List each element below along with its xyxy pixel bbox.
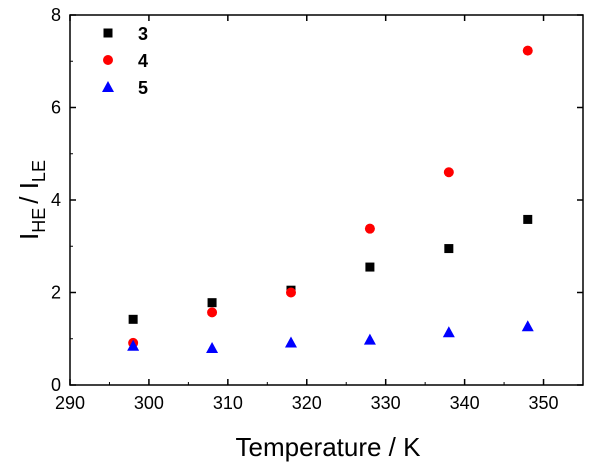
data-point-series-3 xyxy=(128,314,138,324)
data-point-series-4 xyxy=(522,45,533,56)
x-tick-label: 320 xyxy=(292,393,322,413)
y-tick-label: 4 xyxy=(51,190,61,210)
legend: 3 4 5 xyxy=(102,24,148,98)
data-point-series-5 xyxy=(206,342,219,353)
data-point-series-4 xyxy=(285,287,296,298)
data-point-series-4 xyxy=(207,307,218,318)
x-axis-title: Temperature / K xyxy=(236,432,422,462)
legend-marker-4 xyxy=(103,55,113,65)
y-axis-title-part: / I xyxy=(14,182,44,204)
y-axis-title-part: I xyxy=(14,233,44,240)
x-tick-label: 340 xyxy=(450,393,480,413)
y-axis: 0 2 4 6 8 xyxy=(51,5,583,395)
y-axis-title-subscript: LE xyxy=(29,160,49,182)
y-tick-label: 0 xyxy=(51,375,61,395)
legend-marker-3 xyxy=(103,28,113,38)
data-point-series-4 xyxy=(443,167,454,178)
data-point-series-3 xyxy=(207,298,217,308)
data-points xyxy=(127,45,534,353)
legend-label-3: 3 xyxy=(138,24,148,44)
data-point-series-3 xyxy=(523,214,533,224)
data-point-series-5 xyxy=(442,326,455,338)
y-axis-title: IHE / ILE xyxy=(14,160,49,240)
data-point-series-5 xyxy=(127,339,140,351)
x-tick-label: 310 xyxy=(213,393,243,413)
legend-marker-5 xyxy=(102,81,114,92)
y-tick-label: 2 xyxy=(51,283,61,303)
data-point-series-5 xyxy=(363,333,376,345)
y-tick-label: 8 xyxy=(51,5,61,25)
x-tick-label: 350 xyxy=(529,393,559,413)
data-point-series-3 xyxy=(365,262,375,272)
y-axis-title-subscript: HE xyxy=(29,208,49,233)
data-point-series-5 xyxy=(521,320,534,332)
legend-label-4: 4 xyxy=(138,51,148,71)
y-tick-label: 6 xyxy=(51,98,61,118)
legend-label-5: 5 xyxy=(138,78,148,98)
data-point-series-3 xyxy=(444,244,454,254)
x-tick-label: 330 xyxy=(371,393,401,413)
data-point-series-5 xyxy=(284,336,297,348)
data-point-series-4 xyxy=(364,223,375,234)
x-axis: 290 300 310 320 330 340 350 xyxy=(55,15,559,413)
x-tick-label: 290 xyxy=(55,393,85,413)
x-tick-label: 300 xyxy=(134,393,164,413)
